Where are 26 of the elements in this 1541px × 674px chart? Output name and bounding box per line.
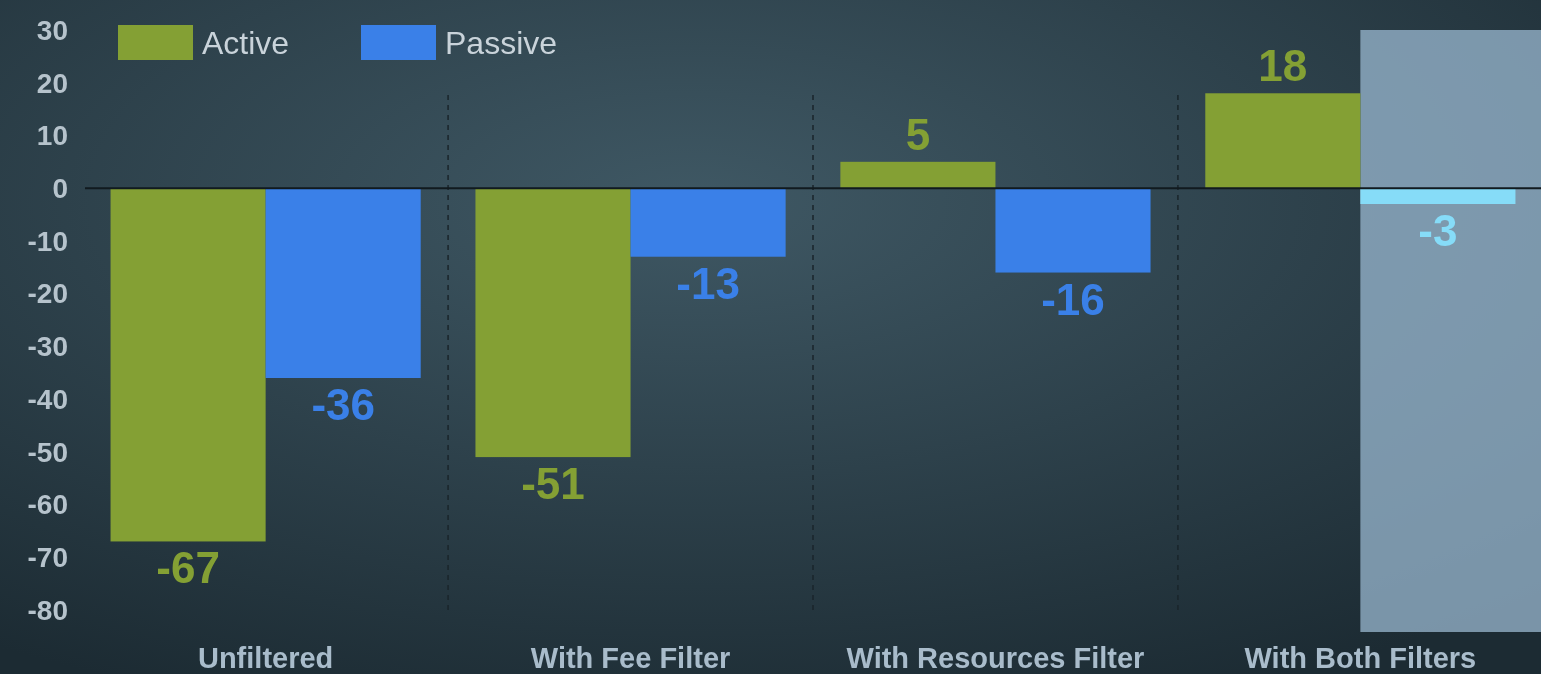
- y-tick-label: 30: [36, 14, 68, 46]
- y-tick-label: -30: [27, 331, 68, 363]
- x-tick-label: With Both Filters: [1244, 642, 1477, 674]
- y-tick-label: 0: [52, 172, 68, 204]
- data-label: -51: [521, 459, 585, 509]
- x-tick-label: With Fee Filter: [530, 642, 731, 674]
- y-tick-label: -10: [27, 225, 68, 257]
- y-tick-label: -50: [27, 436, 68, 468]
- data-label: -36: [311, 380, 375, 429]
- y-tick-label: -60: [27, 489, 68, 521]
- y-tick-label: 20: [36, 67, 68, 99]
- legend-label: Active: [202, 25, 290, 62]
- data-label: 18: [1258, 41, 1308, 91]
- data-label: -16: [1041, 274, 1105, 324]
- y-tick-label: 10: [36, 120, 68, 152]
- legend-label: Passive: [445, 25, 558, 62]
- data-label: -13: [676, 258, 740, 308]
- y-tick-label: -40: [27, 383, 68, 415]
- x-tick-label: With Resources Filter: [846, 642, 1145, 674]
- y-tick-label: -20: [27, 278, 68, 310]
- data-label: -67: [156, 543, 220, 593]
- data-label: -3: [1418, 206, 1458, 255]
- data-label: 5: [905, 109, 931, 159]
- y-tick-label: -80: [27, 594, 68, 626]
- x-tick-label: Unfiltered: [197, 642, 334, 674]
- y-tick-label: -70: [27, 542, 68, 574]
